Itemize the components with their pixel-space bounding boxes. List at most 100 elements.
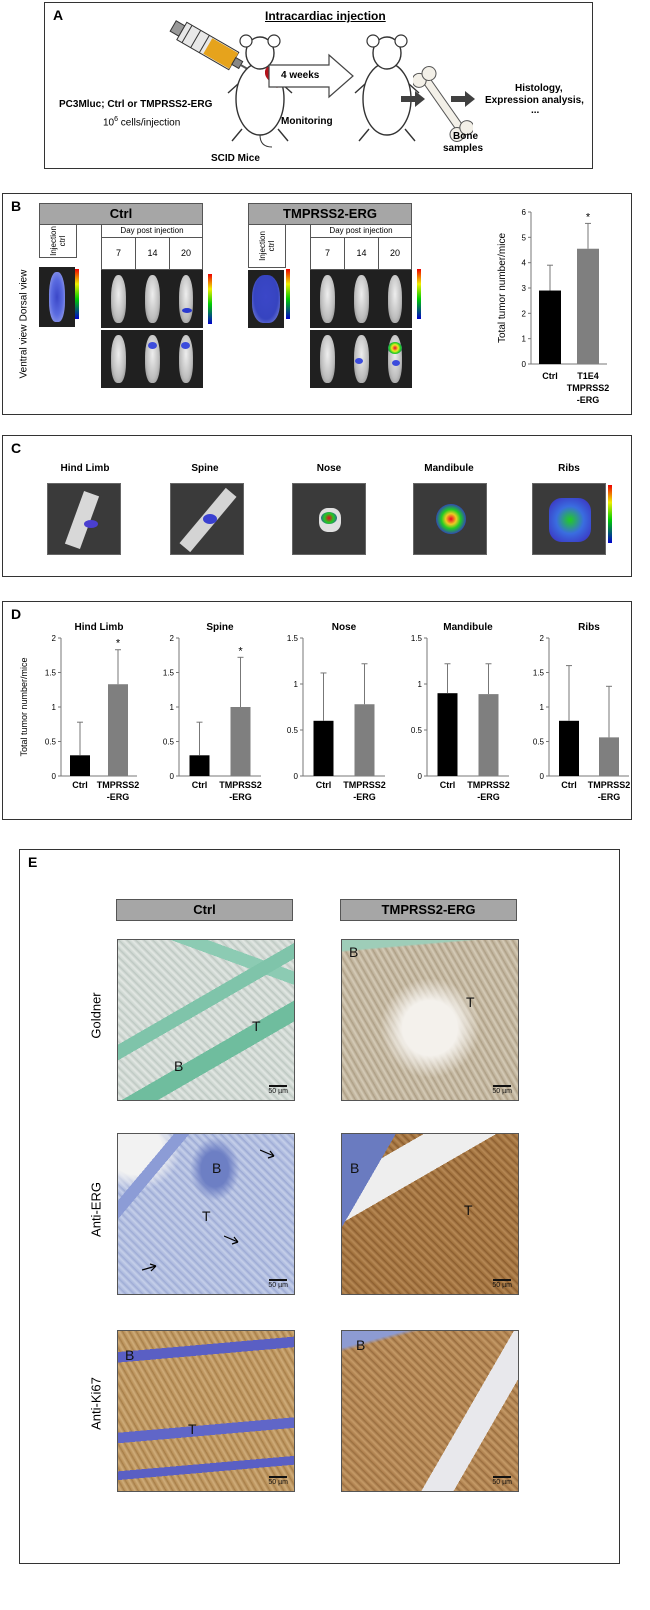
mouse-image: [310, 330, 345, 388]
y-tick-label: 1: [418, 680, 423, 689]
arrow-icon: [224, 1235, 239, 1245]
mouse-image: [310, 270, 345, 328]
chart-title: Hind Limb: [75, 622, 124, 633]
category-label: TMPRSS2: [97, 780, 140, 790]
bone-image-nose: [292, 483, 366, 555]
category-label: T1E4: [577, 371, 599, 381]
significance-star: *: [586, 211, 591, 223]
category-label: -ERG: [598, 792, 621, 802]
arrow-right-icon: [268, 53, 354, 99]
bar: [70, 755, 90, 776]
mouse-image: [344, 270, 379, 328]
bar: [559, 720, 579, 776]
label-t: T: [188, 1421, 197, 1437]
category-label: -ERG: [477, 792, 500, 802]
color-scale-bar: [208, 274, 212, 324]
day-cell: 14: [135, 237, 170, 270]
scale-bar: 50 µm: [492, 1279, 512, 1289]
scale-bar: 50 µm: [492, 1476, 512, 1486]
day-cell: 20: [378, 237, 412, 270]
category-label: TMPRSS2: [467, 780, 510, 790]
y-tick-label: 2: [52, 634, 57, 643]
color-scale-bar: [608, 485, 612, 543]
bioluminescence-image: [248, 270, 284, 328]
mouse-image: [101, 270, 136, 328]
significance-star: *: [238, 645, 243, 657]
site-label: Hind Limb: [60, 463, 110, 474]
y-tick-label: 6: [522, 208, 527, 217]
y-tick-label: 1.5: [533, 669, 545, 678]
chart-hind-limb: Hind Limb Total tumor number/mice 0 0.5 1 1.5…: [19, 622, 140, 802]
arrow-dark-icon: [401, 91, 425, 107]
y-axis-label: Total tumor number/mice: [497, 233, 508, 343]
syringe-icon: [169, 20, 261, 77]
day-label: 20: [389, 248, 400, 258]
bar: [189, 755, 210, 776]
y-tick-label: 1: [540, 703, 545, 712]
bone-label-1: Bone: [453, 131, 478, 142]
arrow-dark-icon: [451, 91, 475, 107]
mouse-image: [378, 270, 412, 328]
micrograph-anti-ki67-ctrl: B T 50 µm: [117, 1330, 295, 1492]
category-label: -ERG: [229, 792, 252, 802]
y-tick-label: 1: [294, 680, 299, 689]
bar: [108, 684, 128, 776]
y-tick-label: 0: [522, 360, 527, 369]
chart-title: Mandibule: [443, 622, 493, 633]
dose-text: 106 cells/injection: [103, 116, 180, 128]
category-label: TMPRSS2: [343, 780, 386, 790]
chart-nose: Nose 0 0.5 1 1.5 Ctrl TMPRSS2 -ERG: [287, 622, 386, 802]
bar: [313, 720, 334, 776]
y-tick-label: 0: [540, 772, 545, 781]
analysis-line-3: ...: [531, 105, 540, 116]
y-tick-label: 1: [522, 335, 527, 344]
panel-b: B Ctrl Injection ctrl Day post injection…: [2, 193, 632, 415]
site-label: Ribs: [558, 463, 580, 474]
day-cell: 20: [169, 237, 203, 270]
monitoring-label: Monitoring: [281, 116, 333, 127]
label-t: T: [466, 994, 475, 1010]
bone-image-mandibule: [413, 483, 487, 555]
category-label: TMPRSS2: [588, 780, 631, 790]
mice-label: SCID Mice: [211, 153, 260, 164]
color-scale-bar: [286, 269, 290, 319]
y-tick-label: 0: [294, 772, 299, 781]
micrograph-goldner-ctrl: T B 50 µm: [117, 939, 295, 1101]
y-tick-label: 5: [522, 233, 527, 242]
bar: [478, 694, 499, 776]
category-label: Ctrl: [316, 780, 332, 790]
panel-c: C Hind Limb Spine Nose Mandibule Ribs: [2, 435, 632, 577]
y-tick-label: 1.5: [45, 669, 57, 678]
y-tick-label: 0.5: [287, 726, 299, 735]
ctrl-header: Ctrl: [116, 899, 293, 921]
y-tick-label: 1: [52, 703, 57, 712]
category-label: Ctrl: [72, 780, 88, 790]
category-label: Ctrl: [561, 780, 577, 790]
erg-header: TMPRSS2-ERG: [340, 899, 517, 921]
panel-d: D Hind Limb Total tumor number/mice 0 0.5 1 1…: [2, 601, 632, 820]
mouse-image: [169, 270, 203, 328]
y-tick-label: 4: [522, 259, 527, 268]
bone-label-2: samples: [443, 143, 484, 154]
day-label: 14: [147, 248, 158, 258]
y-tick-label: 0.5: [411, 726, 423, 735]
scale-bar: 50 µm: [268, 1085, 288, 1095]
dose-sup: 6: [114, 116, 119, 123]
y-tick-label: 1.5: [411, 634, 423, 643]
day-label: 14: [356, 248, 367, 258]
bone-image-spine: [170, 483, 244, 555]
arrow-icon: [260, 1149, 275, 1159]
panel-b-label: B: [11, 198, 22, 214]
bar: [437, 693, 458, 776]
analysis-line-1: Histology,: [515, 83, 563, 94]
panel-e: E Ctrl TMPRSS2-ERG Goldner Anti-ERG Anti…: [19, 849, 620, 1564]
injection-ctrl-label: Injection ctrl: [49, 226, 67, 256]
scale-bar: 50 µm: [268, 1476, 288, 1486]
row-label-anti-erg: Anti-ERG: [88, 1182, 104, 1237]
category-label: Ctrl: [440, 780, 456, 790]
bar: [354, 704, 375, 776]
ventral-view-label: Ventral view: [18, 324, 30, 379]
mouse-image: [101, 330, 136, 388]
scale-bar: 50 µm: [268, 1279, 288, 1289]
bone-image-hind-limb: [47, 483, 121, 555]
